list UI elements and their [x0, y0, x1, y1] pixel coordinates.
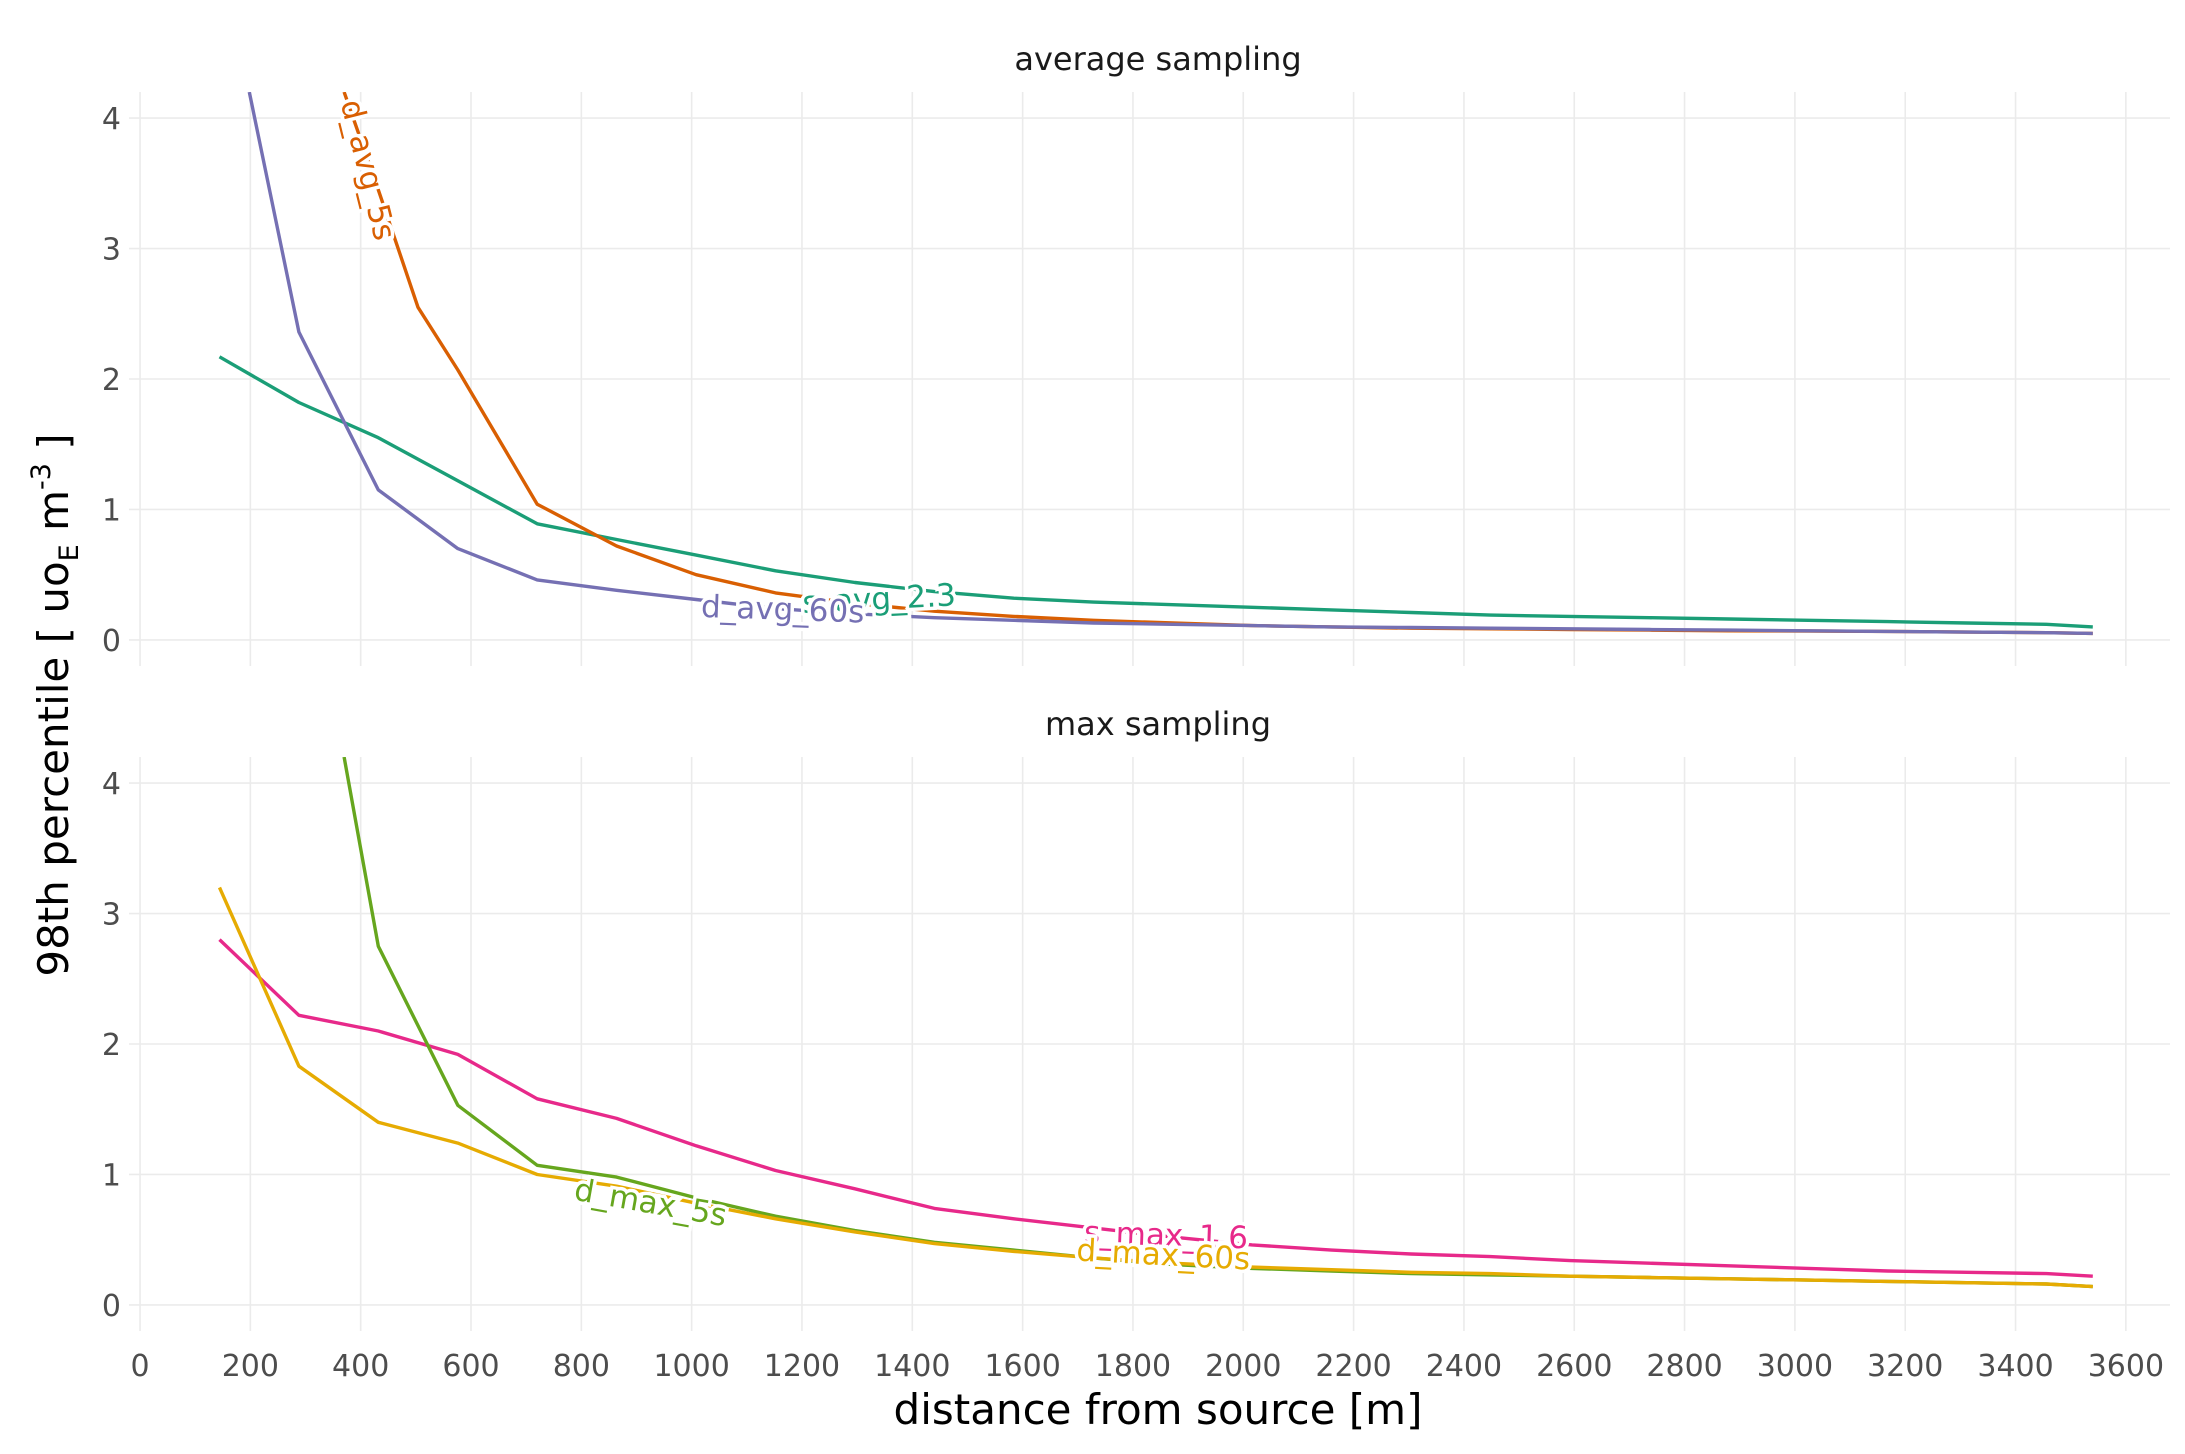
y-tick-labels-average-sampling: 0 1 2 3 4 [102, 102, 121, 659]
x-tick-label-800: 800 [553, 1349, 610, 1384]
series-line-d-max-60s [217, 886, 2093, 1289]
series-line-d-avg-60s [247, 92, 2093, 636]
y-tick-label-0: 0 [102, 1289, 121, 1324]
y-tick-label-3: 3 [102, 233, 121, 268]
panel-title-max-sampling: max sampling [1045, 705, 1271, 743]
y-tick-label-4: 4 [102, 767, 121, 802]
x-tick-label-0: 0 [130, 1349, 149, 1384]
x-tick-label-3000: 3000 [1757, 1349, 1833, 1384]
y-axis-title-main: 98th percentile [ uo [29, 561, 78, 976]
y-tick-label-3: 3 [102, 898, 121, 933]
y-tick-label-0: 0 [102, 624, 121, 659]
lines-average-sampling [218, 92, 2093, 636]
lines-max-sampling [217, 757, 2093, 1289]
y-tick-label-1: 1 [102, 1158, 121, 1193]
x-tick-label-1000: 1000 [653, 1349, 729, 1384]
y-axis-title: 98th percentile [ uoE m-3 ] [26, 433, 85, 976]
x-tick-label-1200: 1200 [764, 1349, 840, 1384]
y-tick-labels-max-sampling: 0 1 2 3 4 [102, 767, 121, 1324]
x-tick-label-200: 200 [222, 1349, 279, 1384]
y-axis-title-superscript: -3 [26, 463, 57, 490]
x-tick-label-2200: 2200 [1315, 1349, 1391, 1384]
series-line-s-avg-2-3 [218, 355, 2093, 629]
grid-max-sampling [129, 757, 2170, 1331]
x-tick-label-400: 400 [332, 1349, 389, 1384]
x-tick-label-1800: 1800 [1095, 1349, 1171, 1384]
x-tick-label-2000: 2000 [1205, 1349, 1281, 1384]
panel-title-average-sampling: average sampling [1014, 40, 1301, 78]
x-tick-label-1600: 1600 [984, 1349, 1060, 1384]
grid-average-sampling [129, 92, 2170, 666]
y-axis-title-subscript: E [54, 544, 85, 561]
x-axis-title: distance from source [m] [894, 1385, 1423, 1434]
y-tick-label-2: 2 [102, 1028, 121, 1063]
x-tick-label-3200: 3200 [1867, 1349, 1943, 1384]
y-tick-label-1: 1 [102, 493, 121, 528]
y-axis-title-end: ] [29, 433, 78, 463]
y-tick-label-2: 2 [102, 363, 121, 398]
series-line-s-max-1-6 [218, 938, 2093, 1278]
x-tick-label-2600: 2600 [1536, 1349, 1612, 1384]
x-tick-label-2400: 2400 [1426, 1349, 1502, 1384]
x-tick-labels: 0 200 400 600 800 1000 1200 1400 1600 1800 2000 220… [130, 1349, 2164, 1384]
x-tick-label-2800: 2800 [1646, 1349, 1722, 1384]
y-axis-title-mid: m [29, 490, 78, 544]
x-tick-label-600: 600 [442, 1349, 499, 1384]
y-tick-label-4: 4 [102, 102, 121, 137]
x-tick-label-3400: 3400 [1977, 1349, 2053, 1384]
series-label-d-avg-60s: d_avg_60s [701, 589, 865, 631]
x-tick-label-3600: 3600 [2088, 1349, 2164, 1384]
x-tick-label-1400: 1400 [874, 1349, 950, 1384]
